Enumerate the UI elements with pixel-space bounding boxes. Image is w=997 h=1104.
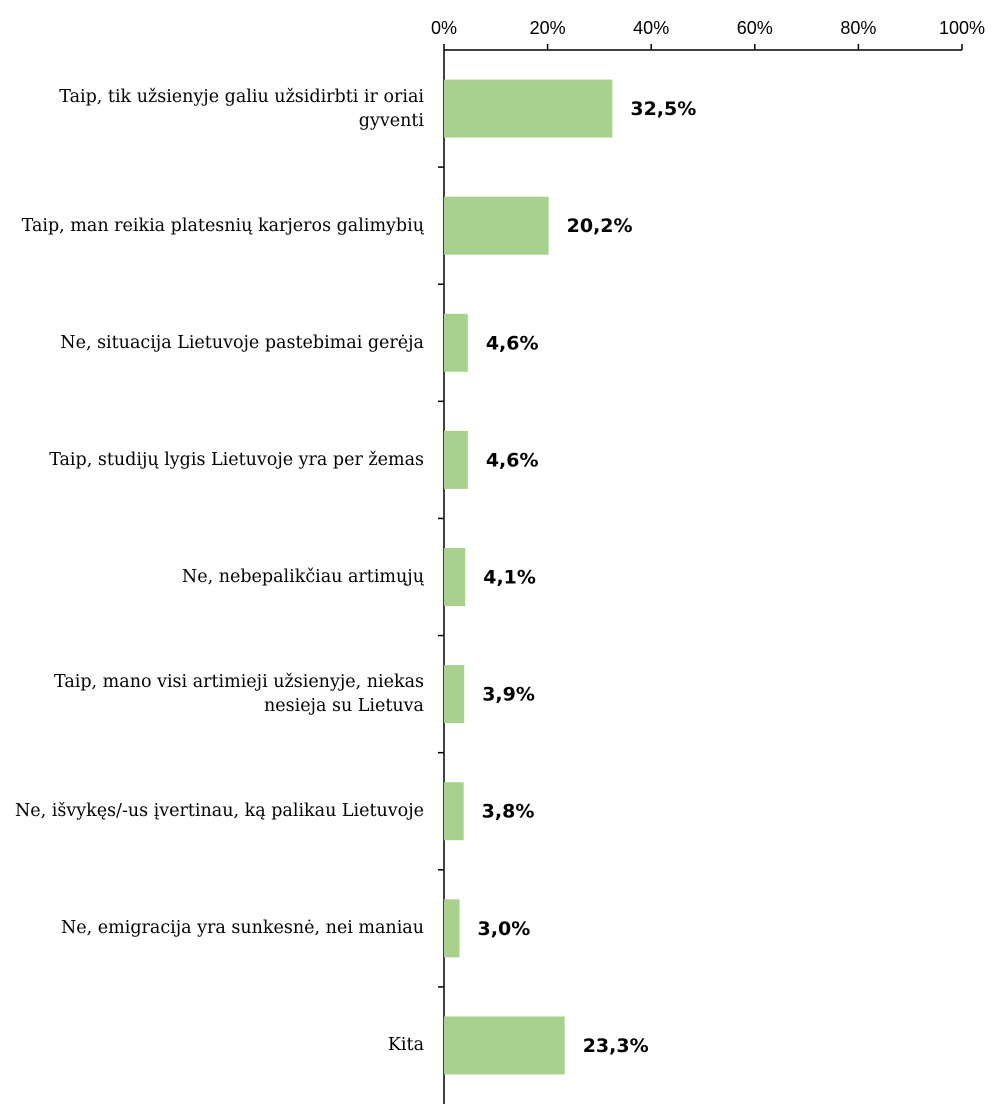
value-label: 3,8%: [482, 801, 535, 823]
category-label: Ne, nebepalikčiau artimųjų: [181, 567, 424, 587]
category-label: Taip, mano visi artimieji užsienyje, nie…: [54, 672, 424, 717]
value-label: 4,6%: [486, 449, 539, 471]
x-tick-label: 0%: [431, 18, 457, 38]
category-label: Ne, išvykęs/-us įvertinau, ką palikau Li…: [14, 801, 424, 822]
x-tick-label: 20%: [530, 18, 566, 38]
category-label: Kita: [387, 1035, 424, 1056]
bar: [444, 430, 468, 489]
value-label: 32,5%: [630, 98, 696, 120]
category-label: Taip, man reikia platesnių karjeros gali…: [21, 215, 424, 236]
value-label: 20,2%: [567, 215, 633, 237]
bar: [444, 665, 465, 724]
value-label: 3,9%: [482, 684, 535, 706]
category-label: Taip, tik užsienyje galiu užsidirbti ir …: [59, 86, 424, 131]
bar: [444, 196, 549, 255]
bar: [444, 313, 468, 372]
category-label: Taip, studijų lygis Lietuvoje yra per že…: [49, 449, 424, 470]
category-label: Ne, emigracija yra sunkesnė, nei maniau: [60, 918, 424, 939]
value-label: 4,1%: [483, 567, 536, 589]
bar: [444, 782, 464, 841]
category-label: Ne, situacija Lietuvoje pastebimai gerėj…: [60, 332, 424, 353]
bar: [444, 79, 613, 138]
value-label: 4,6%: [486, 332, 539, 354]
bar: [444, 548, 466, 606]
x-tick-label: 40%: [633, 18, 669, 38]
x-tick-label: 60%: [737, 18, 773, 38]
bar: [444, 1016, 565, 1075]
x-tick-label: 80%: [840, 18, 876, 38]
value-label: 3,0%: [478, 918, 531, 940]
x-tick-label: 100%: [939, 18, 985, 38]
value-label: 23,3%: [583, 1035, 649, 1057]
bar: [444, 899, 460, 958]
